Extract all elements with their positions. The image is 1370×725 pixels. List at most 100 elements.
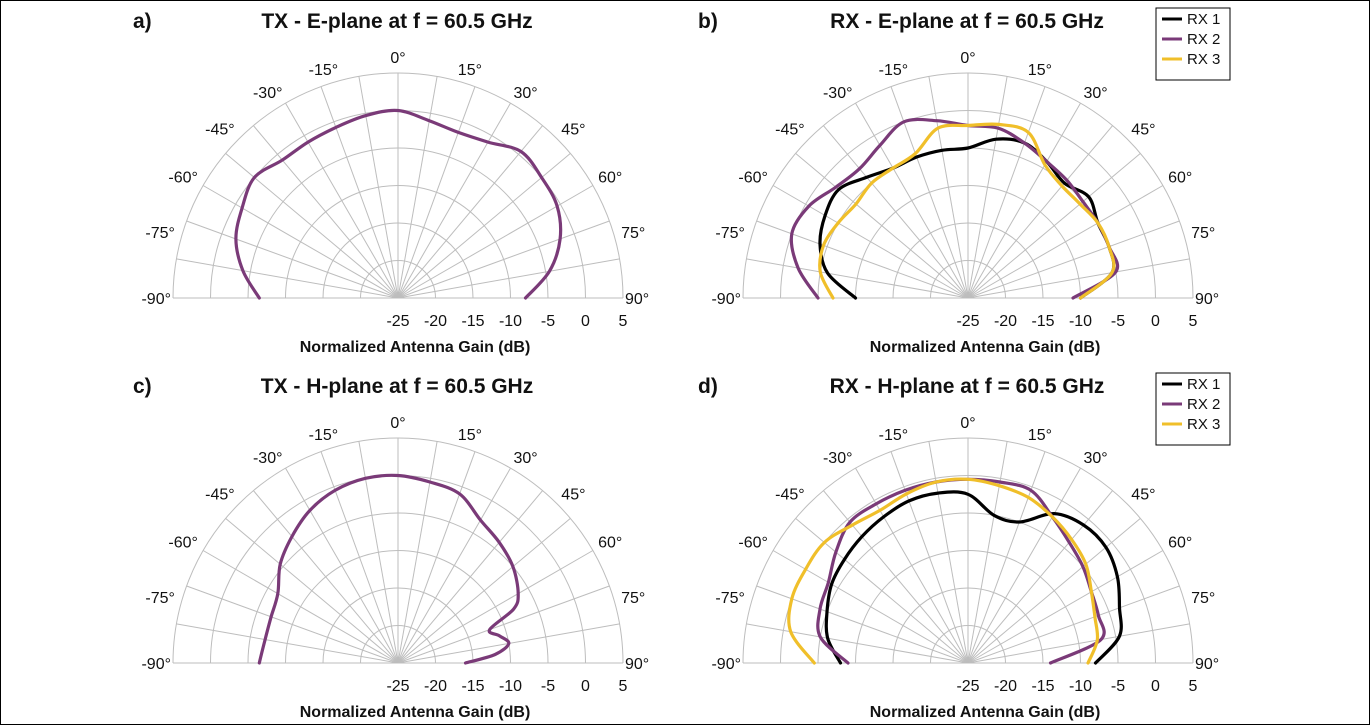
angle-tick-label: 30°: [1084, 450, 1108, 467]
radial-tick-label: -10: [499, 678, 522, 695]
series-curve: [787, 477, 1100, 665]
grid-spoke: [397, 125, 543, 299]
grid-spoke: [967, 76, 1008, 299]
grid-spoke: [202, 550, 399, 664]
angle-tick-label: 90°: [625, 291, 649, 308]
angle-tick-label: 0°: [390, 50, 405, 67]
grid-spoke: [967, 125, 1113, 299]
angle-tick-label: -75°: [715, 225, 745, 242]
panel-title: TX - E-plane at f = 60.5 GHz: [261, 10, 532, 33]
radial-tick-label: 5: [1189, 313, 1198, 330]
grid-spoke: [225, 518, 399, 664]
grid-spoke: [397, 220, 610, 299]
grid-spoke: [967, 153, 1141, 299]
angle-tick-label: 75°: [621, 590, 645, 607]
grid-spoke: [746, 258, 969, 299]
radial-tick-label: 5: [619, 313, 628, 330]
angle-tick-label: -30°: [823, 450, 853, 467]
legend-entry: RX 2: [1187, 396, 1220, 413]
grid-spoke: [967, 185, 1164, 299]
angle-tick-label: 45°: [1131, 487, 1155, 504]
angle-tick-label: -60°: [168, 535, 198, 552]
angle-tick-label: -90°: [141, 656, 171, 673]
angle-tick-label: -30°: [823, 85, 853, 102]
angle-tick-label: 75°: [621, 225, 645, 242]
angle-tick-label: 15°: [1028, 427, 1052, 444]
grid-spoke: [285, 102, 399, 299]
legend-entry: RX 1: [1187, 11, 1220, 28]
legend-entry: RX 2: [1187, 31, 1220, 48]
grid-spoke: [397, 451, 476, 664]
radial-tick-label: -20: [424, 313, 447, 330]
grid-spoke: [928, 441, 969, 664]
grid-spoke: [855, 102, 969, 299]
angle-tick-label: 45°: [1131, 122, 1155, 139]
angle-tick-label: -75°: [715, 590, 745, 607]
angle-tick-label: 30°: [1084, 85, 1108, 102]
angle-tick-label: 30°: [514, 85, 538, 102]
grid-spoke: [397, 258, 620, 299]
angle-tick-label: -15°: [309, 62, 339, 79]
angle-tick-label: -45°: [205, 122, 235, 139]
legend-entry: RX 3: [1187, 416, 1220, 433]
angle-tick-label: 75°: [1191, 590, 1215, 607]
legend-entry: RX 3: [1187, 51, 1220, 68]
angle-tick-label: 60°: [598, 170, 622, 187]
grid-spoke: [967, 518, 1141, 664]
grid-spoke: [967, 441, 1008, 664]
radial-tick-label: -20: [424, 678, 447, 695]
grid-spoke: [967, 220, 1180, 299]
angle-tick-label: 45°: [561, 122, 585, 139]
grid-spoke: [320, 86, 399, 299]
radial-tick-label: -25: [386, 678, 409, 695]
angle-tick-label: 60°: [598, 535, 622, 552]
polar-panel: -90° -75° -60° -45° -30° -15° 0° 15° 30° 45° 60° 75…: [698, 372, 1231, 721]
grid-spoke: [397, 185, 594, 299]
panel-title: RX - E-plane at f = 60.5 GHz: [830, 10, 1104, 33]
panel-title: RX - H-plane at f = 60.5 GHz: [830, 375, 1105, 398]
panel-letter: b): [698, 10, 718, 33]
angle-tick-label: 0°: [960, 50, 975, 67]
radial-tick-label: -20: [994, 313, 1017, 330]
angle-tick-label: -30°: [253, 450, 283, 467]
radial-tick-label: 0: [581, 678, 590, 695]
grid-spoke: [967, 623, 1190, 664]
grid-spoke: [746, 623, 969, 664]
grid-spoke: [397, 550, 594, 664]
grid-spoke: [823, 490, 969, 664]
angle-tick-label: -90°: [711, 656, 741, 673]
series-curve: [824, 490, 1123, 665]
panel-letter: d): [698, 375, 718, 398]
angle-tick-label: 75°: [1191, 225, 1215, 242]
polar-panel: -90° -75° -60° -45° -30° -15° 0° 15° 30° 45° 60° 75…: [698, 7, 1231, 356]
angle-tick-label: -30°: [253, 85, 283, 102]
grid-spoke: [967, 467, 1081, 664]
grid-spoke: [397, 86, 476, 299]
grid-spoke: [397, 518, 571, 664]
grid-spoke: [967, 102, 1081, 299]
grid-spoke: [397, 76, 438, 299]
angle-tick-label: -15°: [879, 62, 909, 79]
angle-tick-label: -15°: [309, 427, 339, 444]
radial-tick-label: 0: [1151, 313, 1160, 330]
angle-tick-label: 90°: [1195, 656, 1219, 673]
grid-spoke: [967, 585, 1180, 664]
angle-tick-label: 90°: [1195, 291, 1219, 308]
grid-spoke: [397, 102, 511, 299]
grid-spoke: [285, 467, 399, 664]
angle-tick-label: 30°: [514, 450, 538, 467]
radial-tick-label: -5: [541, 313, 555, 330]
grid-spoke: [823, 125, 969, 299]
grid-spoke: [890, 451, 969, 664]
x-axis-label: Normalized Antenna Gain (dB): [870, 339, 1101, 356]
radial-tick-label: -25: [386, 313, 409, 330]
legend-entry: RX 1: [1187, 376, 1220, 393]
grid-spoke: [967, 490, 1113, 664]
grid-spoke: [176, 258, 399, 299]
series-curve: [234, 108, 563, 300]
x-axis-label: Normalized Antenna Gain (dB): [300, 704, 531, 721]
grid-spoke: [397, 441, 438, 664]
panel-letter: c): [133, 375, 152, 398]
